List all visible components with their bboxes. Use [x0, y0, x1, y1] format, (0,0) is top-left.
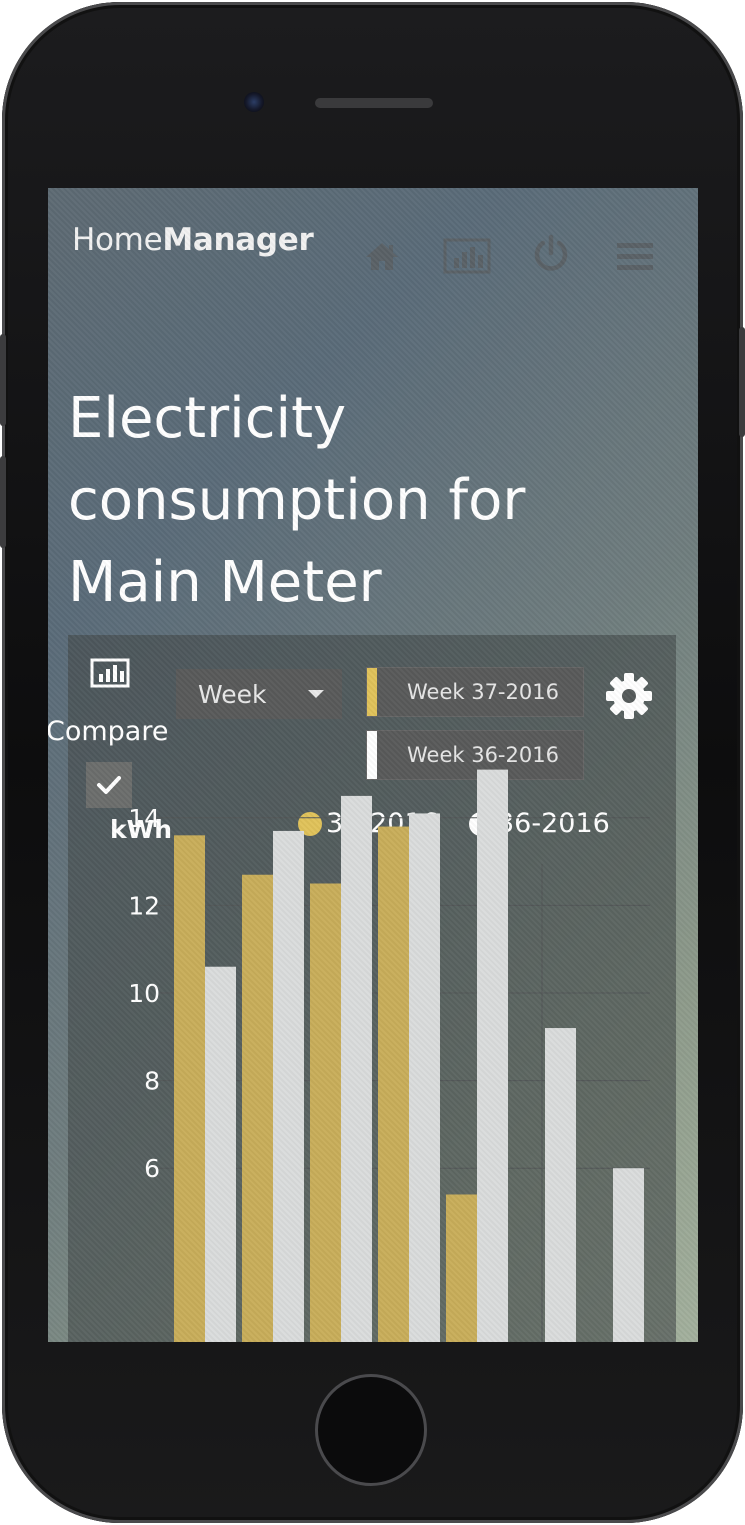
title-line-2: consumption for — [68, 468, 526, 533]
consumption-bar-chart: 6 8 10 12 14 — [128, 769, 650, 1343]
bar-current-period[interactable] — [242, 874, 273, 1342]
y-tick-label: 10 — [128, 979, 160, 1008]
gear-icon[interactable] — [604, 671, 654, 721]
current-period-button[interactable]: Week 37-2016 — [366, 667, 584, 717]
checkmark-icon — [97, 776, 121, 794]
compare-checkbox[interactable] — [86, 762, 132, 808]
chart-toggle-icon[interactable] — [90, 658, 130, 688]
legend-label-compare: 36-2016 — [497, 808, 610, 839]
y-tick-label: 8 — [144, 1067, 160, 1096]
period-select-value: Week — [198, 679, 267, 709]
page-title: Electricity consumption for Main Meter — [68, 378, 668, 624]
bar-current-period[interactable] — [310, 883, 341, 1343]
y-tick-label: 14 — [128, 804, 160, 833]
bar-current-period[interactable] — [378, 826, 409, 1342]
volume-down-button — [0, 456, 6, 548]
earpiece-speaker — [315, 98, 433, 108]
bar-compare-period[interactable] — [545, 1028, 576, 1342]
bar-current-period[interactable] — [446, 1194, 477, 1342]
brand-regular: Home — [72, 222, 163, 258]
compare-period-label: Week 36-2016 — [407, 743, 559, 767]
power-icon[interactable] — [532, 234, 570, 274]
power-side-button — [739, 327, 745, 437]
period-select[interactable]: Week — [176, 669, 342, 719]
current-period-swatch — [367, 668, 377, 716]
bar-compare-period[interactable] — [341, 795, 372, 1342]
bar-compare-period[interactable] — [409, 813, 440, 1342]
brand-bold: Manager — [162, 222, 314, 258]
y-tick-label: 12 — [128, 891, 160, 920]
home-hardware-button[interactable] — [315, 1374, 427, 1486]
bar-compare-period[interactable] — [273, 830, 304, 1342]
compare-period-swatch — [367, 731, 377, 779]
y-tick-label: 6 — [144, 1154, 160, 1183]
bar-compare-period[interactable] — [477, 769, 508, 1342]
chart-icon[interactable] — [443, 238, 491, 274]
y-axis-unit-label: kWh — [110, 815, 172, 844]
compare-label: Compare — [48, 716, 169, 747]
title-line-3: Main Meter — [68, 550, 382, 615]
bar-compare-period[interactable] — [613, 1168, 644, 1342]
compare-period-button[interactable]: Week 36-2016 — [366, 730, 584, 780]
chevron-down-icon — [308, 690, 324, 698]
volume-up-button — [0, 334, 6, 426]
brand-logo[interactable]: HomeManager — [72, 222, 314, 258]
app-screen: HomeManager Electricity consumption for … — [48, 188, 698, 1342]
current-period-label: Week 37-2016 — [407, 680, 559, 704]
home-icon[interactable] — [364, 240, 400, 272]
menu-icon[interactable] — [616, 240, 654, 272]
front-camera — [244, 92, 264, 112]
title-line-1: Electricity — [68, 386, 347, 451]
bar-compare-period[interactable] — [205, 966, 236, 1342]
bar-current-period[interactable] — [174, 835, 205, 1342]
